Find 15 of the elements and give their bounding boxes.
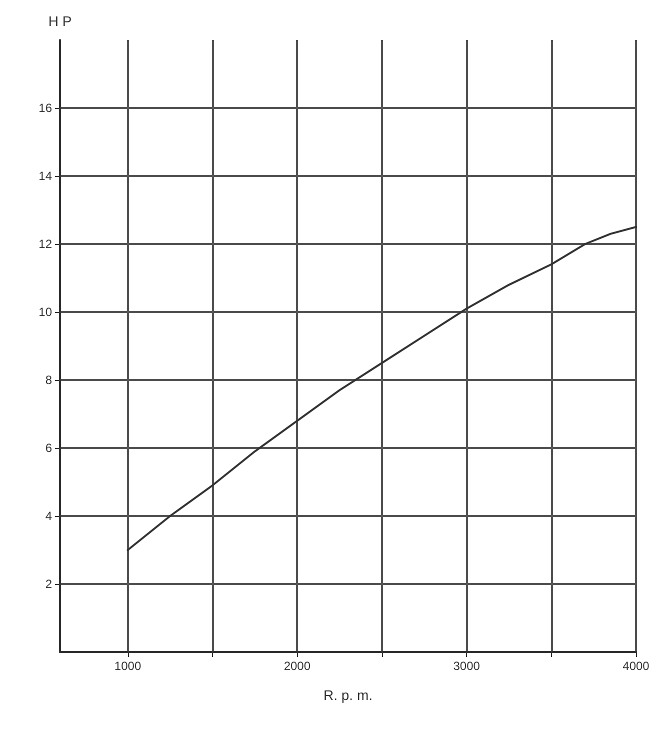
x-tick-label: 3000 [453, 659, 480, 673]
y-tick-label: 14 [38, 169, 52, 183]
x-tick-label: 1000 [114, 659, 142, 673]
y-tick-label: 2 [45, 577, 52, 591]
y-axis-title: H P [48, 13, 72, 29]
y-tick-label: 10 [38, 305, 52, 319]
x-tick-label: 4000 [622, 659, 650, 673]
line-series [126, 226, 637, 551]
x-tick-label: 2000 [284, 659, 311, 673]
y-tick-label: 8 [45, 373, 52, 387]
y-tick-label: 12 [38, 237, 52, 251]
y-tick-label: 6 [45, 441, 52, 455]
x-axis-title: R. p. m. [323, 687, 373, 703]
y-tick-label: 16 [38, 101, 52, 115]
y-tick-label: 4 [45, 509, 52, 523]
